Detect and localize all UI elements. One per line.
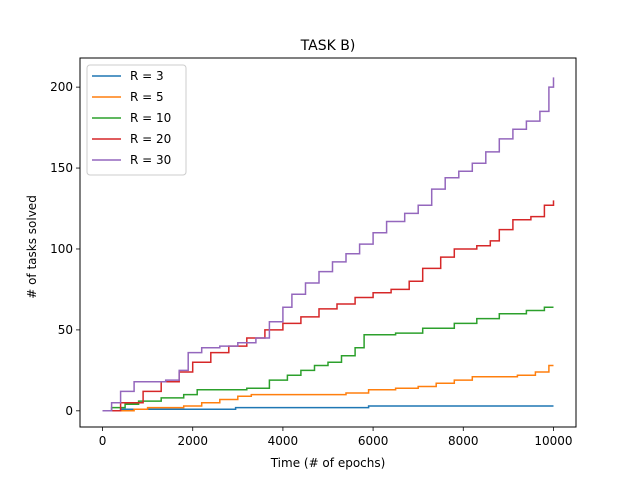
legend-label: R = 30	[130, 153, 171, 167]
legend-label: R = 10	[130, 111, 171, 125]
x-tick-label: 10000	[534, 434, 572, 448]
legend-items: R = 3 R = 5 R = 10 R = 20 R = 30	[92, 69, 171, 167]
legend-label: R = 5	[130, 90, 164, 104]
y-tick-label: 100	[50, 242, 73, 256]
x-tick-label: 8000	[448, 434, 479, 448]
legend: R = 3 R = 5 R = 10 R = 20 R = 30	[86, 64, 187, 176]
series-line-2	[102, 364, 554, 412]
legend-label: R = 3	[130, 69, 164, 83]
chart-title: TASK B)	[300, 38, 356, 54]
x-axis-label: Time (# of epochs)	[270, 456, 386, 470]
series-line-3	[102, 306, 554, 412]
series-line-1	[102, 405, 554, 412]
y-axis-label: # of tasks solved	[25, 195, 39, 299]
y-tick-label: 50	[58, 323, 73, 337]
legend-box	[86, 64, 187, 176]
plot-area: 0 2000 4000 6000 8000 10000 0 50 100 150 200	[50, 57, 577, 448]
legend-label: R = 20	[130, 132, 171, 146]
x-tick-label: 0	[99, 434, 107, 448]
series-line-4	[102, 200, 555, 412]
y-tick-label: 200	[50, 80, 73, 94]
plot-frame	[79, 57, 577, 428]
series-lines	[102, 77, 555, 412]
x-tick-label: 6000	[358, 434, 389, 448]
y-axis-ticks: 0 50 100 150 200	[50, 80, 80, 418]
y-tick-label: 150	[50, 161, 73, 175]
series-line-5	[102, 77, 555, 412]
x-tick-label: 2000	[177, 434, 208, 448]
x-axis-ticks: 0 2000 4000 6000 8000 10000	[99, 427, 573, 448]
y-tick-label: 0	[65, 404, 73, 418]
x-tick-label: 4000	[268, 434, 299, 448]
